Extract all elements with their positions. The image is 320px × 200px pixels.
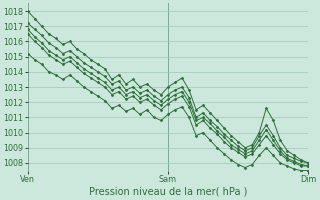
X-axis label: Pression niveau de la mer( hPa ): Pression niveau de la mer( hPa ) — [89, 187, 247, 197]
